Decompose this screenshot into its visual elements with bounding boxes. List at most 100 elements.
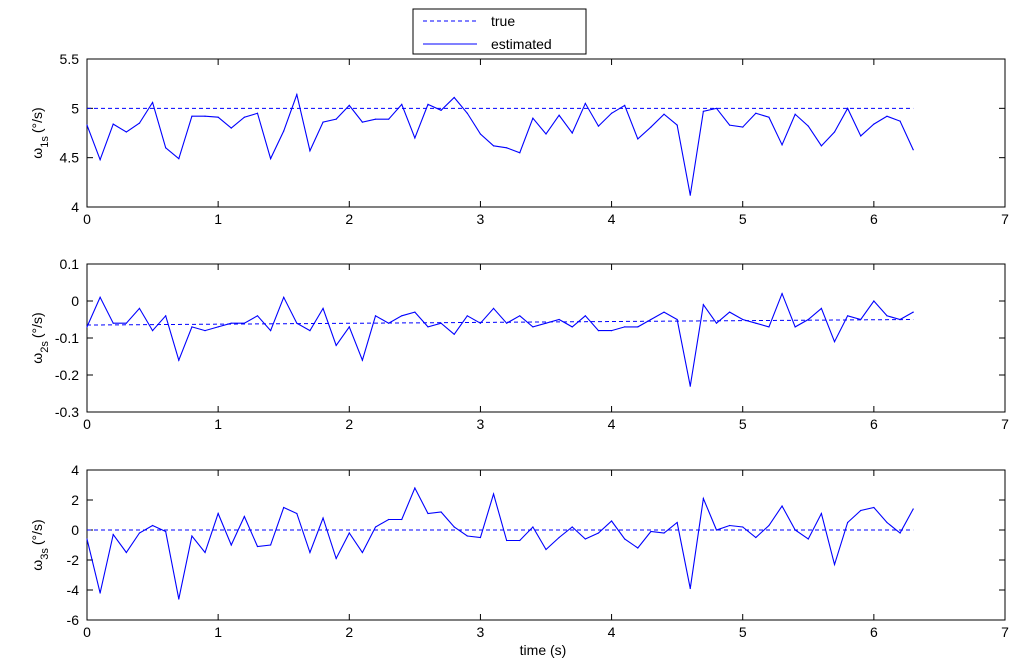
- estimated-points-3: [86, 487, 914, 600]
- data-point: [860, 135, 862, 137]
- data-point: [860, 509, 862, 512]
- data-point: [374, 526, 377, 528]
- data-point: [689, 385, 691, 387]
- x-tick-label: 7: [1001, 416, 1009, 432]
- data-point: [820, 145, 823, 147]
- data-point: [781, 505, 783, 507]
- data-point: [453, 333, 455, 335]
- data-point: [597, 532, 600, 534]
- data-point: [545, 548, 547, 551]
- data-point: [794, 326, 796, 328]
- data-point: [440, 511, 442, 513]
- data-point: [388, 518, 390, 521]
- x-tick-label: 7: [1001, 624, 1009, 640]
- data-point: [833, 131, 836, 133]
- data-point: [388, 118, 390, 120]
- data-point: [165, 315, 167, 317]
- data-point: [374, 315, 377, 317]
- data-point: [873, 506, 875, 509]
- data-point: [99, 296, 101, 298]
- data-point: [335, 344, 337, 346]
- data-point: [296, 512, 298, 515]
- legend-true-label: true: [491, 13, 515, 29]
- data-point: [296, 93, 298, 96]
- data-point: [506, 539, 508, 542]
- data-point: [322, 121, 324, 123]
- data-point: [833, 341, 836, 343]
- estimated-points-1: [86, 93, 914, 196]
- data-point: [479, 322, 482, 324]
- data-point: [165, 530, 167, 533]
- x-ticks-1: 0 1 2 3 4 5 6 7: [83, 59, 1009, 227]
- data-point: [584, 315, 586, 317]
- data-point: [112, 533, 114, 536]
- data-point: [676, 521, 678, 524]
- data-point: [204, 115, 206, 117]
- data-point: [807, 538, 809, 540]
- x-axis-label: time (s): [520, 642, 567, 658]
- data-point: [532, 326, 534, 328]
- data-point: [204, 551, 206, 554]
- data-point: [768, 524, 770, 527]
- data-point: [532, 117, 534, 119]
- data-point: [283, 506, 285, 509]
- x-tick-label: 6: [870, 416, 878, 432]
- data-point: [125, 551, 127, 554]
- data-point: [440, 322, 442, 324]
- data-point: [296, 322, 298, 324]
- data-point: [597, 330, 600, 332]
- subplot-omega-2s: -0.3 -0.2 -0.1 0 0.1 0 1 2 3 4 5 6 7 ω2s (°/s): [29, 256, 1009, 432]
- x-tick-label: 5: [739, 416, 747, 432]
- y-tick-label: 5.5: [60, 51, 80, 67]
- x-tick-label: 3: [477, 211, 485, 227]
- data-point: [610, 112, 613, 114]
- x-tick-label: 5: [739, 211, 747, 227]
- plot-area-3: [86, 469, 1006, 621]
- data-point: [689, 587, 691, 590]
- x-tick-label: 3: [477, 416, 485, 432]
- data-point: [388, 322, 390, 324]
- y-axis-label-2: ω2s (°/s): [29, 312, 51, 363]
- data-point: [309, 330, 311, 332]
- data-point: [492, 307, 495, 309]
- data-point: [335, 557, 337, 560]
- data-point: [637, 326, 639, 328]
- data-point: [807, 125, 809, 127]
- data-point: [781, 144, 783, 146]
- data-point: [138, 532, 141, 534]
- data-point: [755, 112, 757, 114]
- x-tick-label: 6: [870, 211, 878, 227]
- data-point: [230, 544, 232, 546]
- data-point: [912, 508, 914, 510]
- data-point: [427, 326, 429, 328]
- true-line-2: [86, 319, 914, 326]
- data-point: [178, 598, 180, 600]
- x-tick-label: 1: [214, 211, 222, 227]
- x-tick-label: 4: [608, 416, 616, 432]
- data-point: [610, 520, 613, 522]
- data-point: [401, 315, 403, 317]
- data-point: [886, 521, 888, 524]
- data-point: [663, 311, 665, 313]
- data-point: [873, 300, 875, 302]
- data-point: [256, 112, 259, 114]
- data-point: [637, 547, 639, 549]
- data-point: [715, 322, 718, 324]
- y-tick-label: 4.5: [60, 150, 80, 166]
- data-point: [414, 487, 416, 489]
- data-point: [820, 512, 823, 515]
- data-point: [820, 307, 823, 309]
- data-point: [584, 102, 586, 104]
- data-point: [335, 118, 337, 120]
- data-point: [283, 130, 285, 132]
- estimated-points-2: [86, 293, 914, 387]
- data-point: [322, 517, 324, 519]
- data-point: [125, 322, 127, 324]
- data-point: [847, 315, 849, 317]
- data-point: [256, 545, 259, 548]
- data-point: [151, 101, 154, 104]
- data-point: [322, 307, 324, 309]
- subplot-omega-3s: -6 -4 -2 0 2 4 0 1 2 3 4 5 6 7 ω3s (°/s) time (s): [29, 462, 1009, 658]
- data-point: [151, 524, 154, 527]
- x-ticks-2: 0 1 2 3 4 5 6 7: [83, 264, 1009, 432]
